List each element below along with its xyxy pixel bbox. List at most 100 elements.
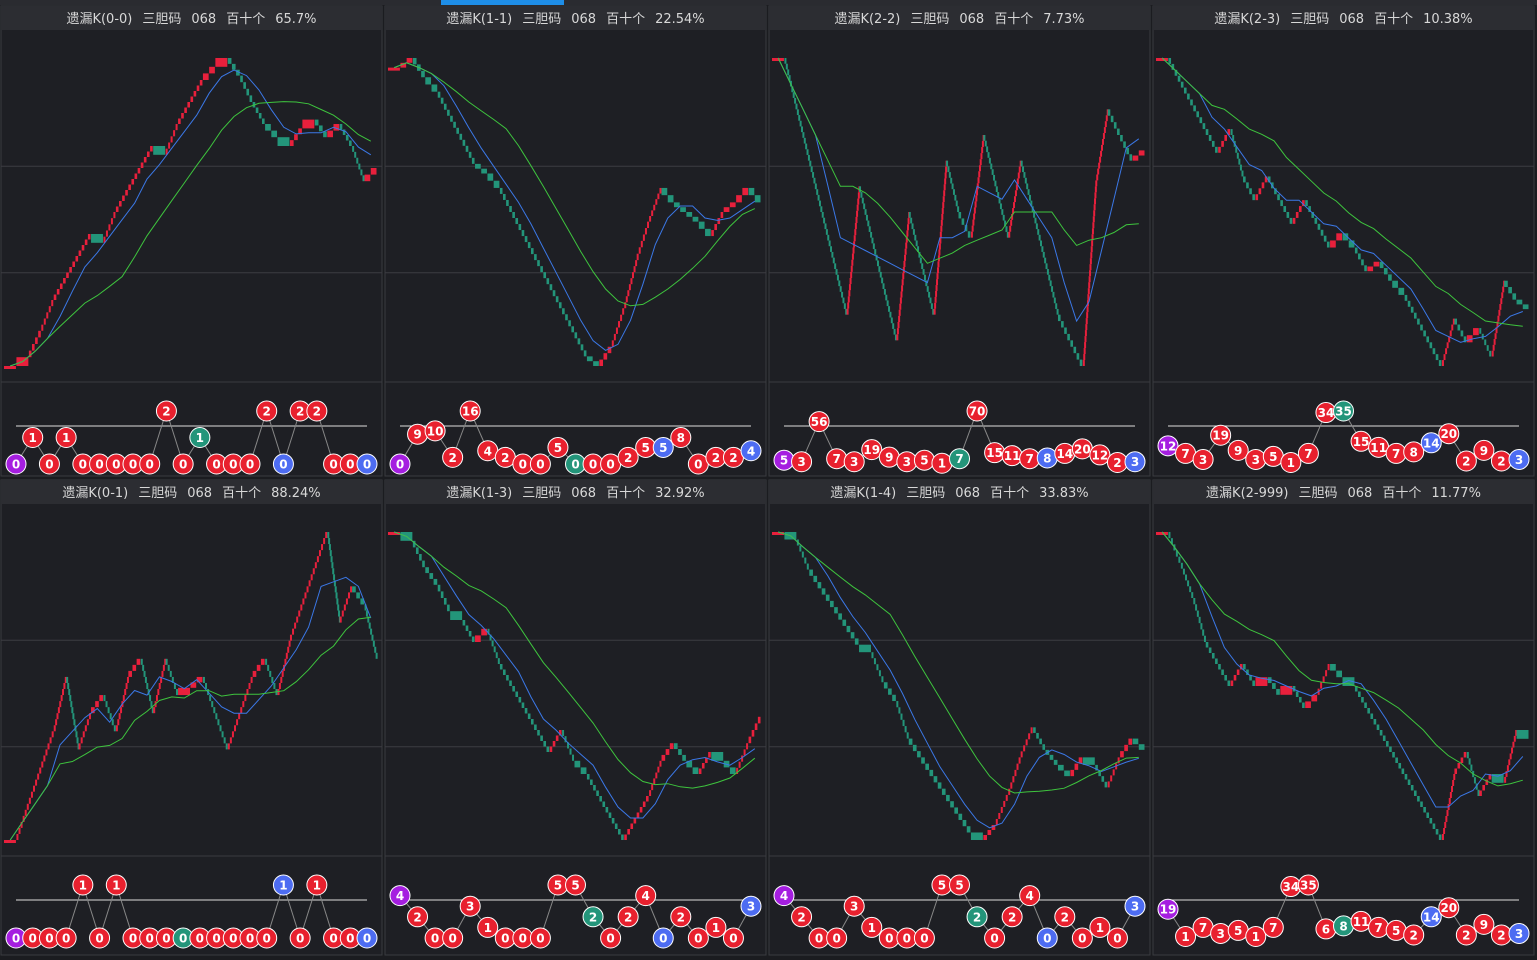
k-bar xyxy=(1432,823,1436,829)
bubble: 9 xyxy=(1473,913,1495,935)
k-bar xyxy=(655,772,658,779)
k-bar xyxy=(288,640,291,647)
k-bar xyxy=(738,761,741,768)
k-step xyxy=(834,607,847,626)
k-bar xyxy=(614,823,618,829)
k-bar xyxy=(1053,297,1056,304)
k-bar xyxy=(973,207,976,214)
bubble-label: 34 xyxy=(1318,406,1335,420)
k-step xyxy=(252,658,265,677)
k-bar xyxy=(1454,318,1458,325)
bubble-label: 0 xyxy=(212,932,220,946)
bubble-label: 16 xyxy=(462,405,479,419)
k-bar xyxy=(267,664,270,671)
k-step xyxy=(970,832,983,840)
k-bar xyxy=(917,246,920,252)
k-bar xyxy=(181,113,184,119)
bubble: 11 xyxy=(1001,445,1023,467)
k-bar xyxy=(144,676,147,683)
k-bar xyxy=(277,689,280,696)
k-bar xyxy=(1196,610,1199,617)
k-step xyxy=(1441,318,1455,366)
k-bar xyxy=(173,130,176,137)
k-bar xyxy=(1243,176,1246,183)
k-bar xyxy=(1498,309,1501,316)
bubble-dot xyxy=(617,906,639,928)
k-step xyxy=(636,221,650,261)
k-bar xyxy=(1004,220,1007,227)
k-bar xyxy=(549,284,553,291)
k-bar xyxy=(1048,274,1051,281)
k-bar xyxy=(816,189,819,195)
panel-title-bar xyxy=(769,480,1150,504)
k-bar xyxy=(364,174,371,182)
k-bar xyxy=(329,550,332,557)
k-bar xyxy=(1249,188,1252,195)
bubble-label: 19 xyxy=(863,443,880,457)
k-bar xyxy=(429,573,434,579)
k-bar xyxy=(1085,324,1088,331)
k-bar xyxy=(555,735,559,741)
bubble-dot xyxy=(1071,927,1093,949)
k-bar xyxy=(938,249,941,256)
k-bar xyxy=(1512,741,1515,748)
k-bar xyxy=(818,200,821,207)
k-bar xyxy=(296,616,299,623)
k-bar xyxy=(1454,768,1458,774)
k-bar xyxy=(854,229,857,236)
k-bar xyxy=(910,217,913,224)
k-step xyxy=(215,58,228,67)
k-bar xyxy=(57,707,60,714)
k-bar xyxy=(280,676,283,683)
k-bar xyxy=(930,303,933,309)
title-rate: 10.38% xyxy=(1423,12,1473,27)
k-bar xyxy=(1203,635,1206,642)
k-bar xyxy=(799,120,802,127)
bubble: 0 xyxy=(356,453,378,475)
k-bar xyxy=(929,769,934,777)
active-tab[interactable] xyxy=(441,0,564,5)
k-bar xyxy=(814,183,817,190)
k-bar xyxy=(804,557,807,564)
k-bar xyxy=(934,296,937,303)
k-bar xyxy=(876,260,879,267)
k-bar xyxy=(72,261,75,267)
k-bar xyxy=(1463,752,1467,758)
k-bar xyxy=(1432,348,1436,355)
bubble-dot xyxy=(1089,444,1111,466)
bubble-label: 2 xyxy=(1008,910,1016,924)
k-bar xyxy=(824,223,827,230)
k-bar xyxy=(1112,769,1115,776)
k-step xyxy=(821,588,834,608)
k-bar xyxy=(1006,231,1009,238)
k-bar xyxy=(1479,328,1482,334)
k-bar xyxy=(370,168,377,175)
k-bar xyxy=(1014,190,1017,197)
k-bar xyxy=(350,586,353,593)
bubble-dot xyxy=(459,895,481,917)
k-bar xyxy=(1082,757,1095,765)
title-name: 遗漏K(1-1) xyxy=(446,11,512,27)
k-bar xyxy=(1348,240,1355,248)
k-bar xyxy=(1449,330,1452,337)
bubble: 3 xyxy=(1192,448,1214,470)
k-bar xyxy=(1005,226,1008,232)
k-bar xyxy=(223,737,226,744)
k-bar xyxy=(889,311,892,318)
k-bar xyxy=(343,604,346,611)
k-bar xyxy=(754,723,758,730)
k-bar xyxy=(1037,229,1040,235)
k-bar xyxy=(506,199,509,206)
k-bar xyxy=(821,588,826,595)
bubble-dot xyxy=(652,927,674,949)
k-bar xyxy=(481,628,487,636)
k-bar xyxy=(1084,330,1087,337)
k-bar xyxy=(950,177,953,184)
k-bar xyxy=(942,202,945,209)
k-step xyxy=(352,586,365,605)
bubble-dot xyxy=(966,906,988,928)
bubble-dot xyxy=(1508,448,1530,470)
k-bar xyxy=(115,206,119,212)
k-step xyxy=(178,687,190,696)
k-step xyxy=(1317,223,1330,248)
